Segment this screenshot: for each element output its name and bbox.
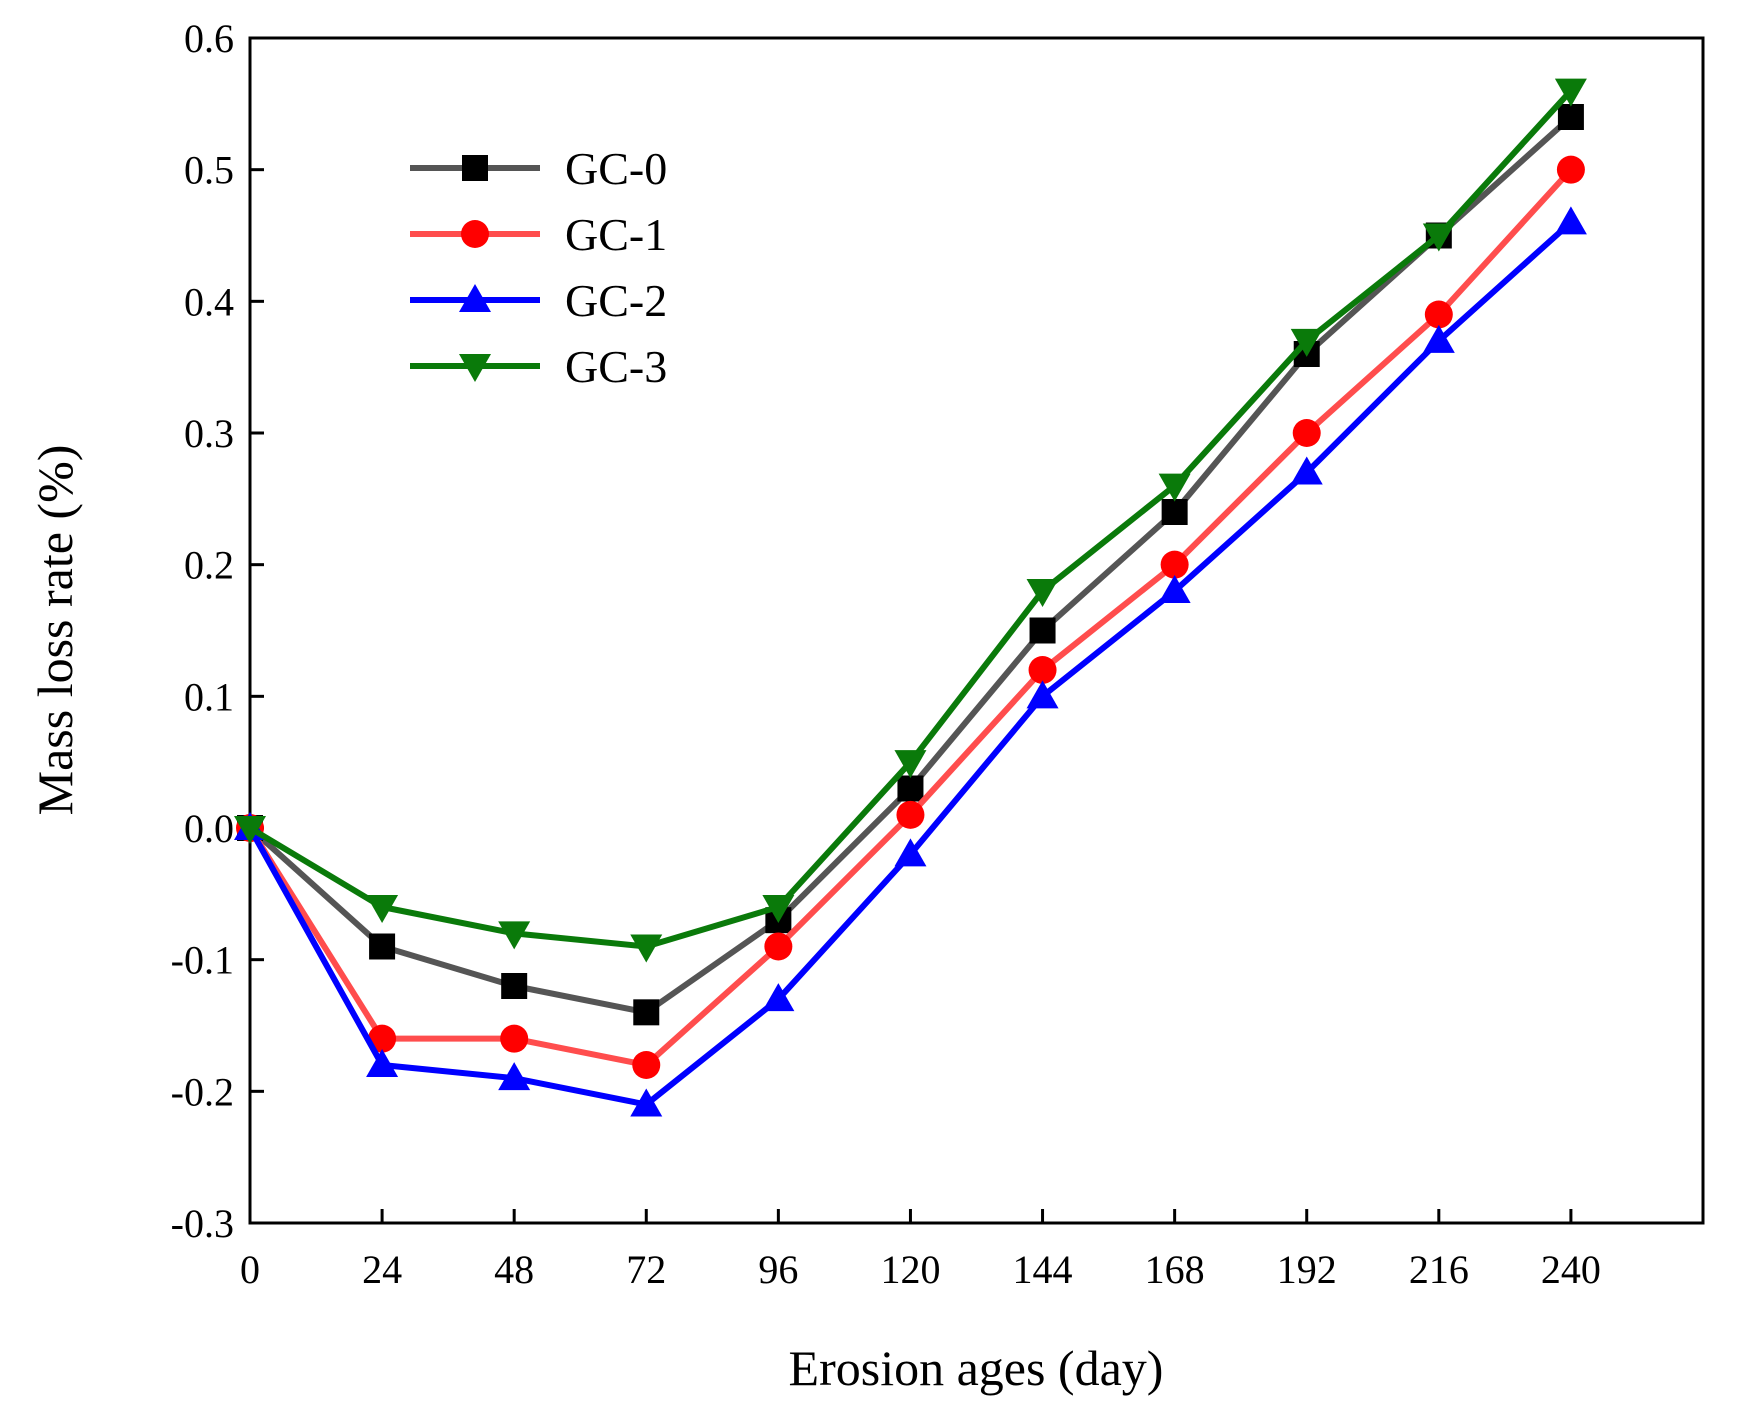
data-point xyxy=(366,1049,399,1077)
data-point xyxy=(1026,680,1059,709)
y-tick-label: 0.5 xyxy=(184,148,234,193)
data-point xyxy=(1161,499,1188,525)
data-point xyxy=(897,775,924,802)
data-point xyxy=(1029,617,1056,644)
series-gc-3 xyxy=(234,78,1587,963)
data-point xyxy=(234,816,266,844)
data-point xyxy=(1556,155,1585,184)
legend: GC-0 GC-1 GC-2 GC-3 xyxy=(410,143,667,392)
series-layer xyxy=(234,78,1587,1117)
y-tick-label: 0.0 xyxy=(184,806,234,851)
data-point xyxy=(1557,104,1584,130)
x-tick-label: 96 xyxy=(758,1247,798,1292)
y-tick-label: 0.4 xyxy=(184,279,234,324)
data-point xyxy=(1422,223,1455,252)
legend-label: GC-2 xyxy=(565,275,667,326)
data-point xyxy=(896,800,925,829)
y-tick-label: 0.1 xyxy=(184,674,234,719)
legend-item: GC-1 xyxy=(410,209,667,260)
data-point xyxy=(894,750,927,779)
x-tick-label: 0 xyxy=(240,1247,260,1292)
legend-item: GC-3 xyxy=(410,341,667,392)
legend-label: GC-1 xyxy=(565,209,667,260)
data-point xyxy=(500,1024,529,1053)
legend-item: GC-0 xyxy=(410,143,667,194)
data-point xyxy=(1290,328,1323,357)
series-gc-2 xyxy=(234,206,1587,1117)
y-tick-label: -0.2 xyxy=(171,1069,234,1114)
data-point xyxy=(762,983,795,1012)
x-axis-title: Erosion ages (day) xyxy=(789,1340,1164,1396)
x-tick-label: 192 xyxy=(1277,1247,1337,1292)
data-point xyxy=(1160,550,1189,579)
data-point xyxy=(1158,575,1191,603)
data-point xyxy=(633,999,660,1026)
data-point xyxy=(1026,579,1059,607)
y-axis-title: Mass loss rate (%) xyxy=(27,445,83,816)
data-point xyxy=(498,1062,531,1091)
data-point xyxy=(1422,324,1455,353)
legend-label: GC-3 xyxy=(565,341,667,392)
data-point xyxy=(632,1051,661,1079)
data-point xyxy=(366,895,399,923)
series-line xyxy=(247,220,1573,1108)
x-tick-label: 144 xyxy=(1013,1247,1073,1292)
data-point xyxy=(1424,300,1453,329)
y-tick-label: 0.3 xyxy=(184,411,234,456)
x-tick-label: 168 xyxy=(1145,1247,1205,1292)
legend-marker xyxy=(459,284,491,312)
y-tick-label: 0.6 xyxy=(184,16,234,61)
legend-label: GC-0 xyxy=(565,143,667,194)
data-point xyxy=(1554,206,1587,235)
y-tick-label: -0.1 xyxy=(171,938,234,983)
legend-marker xyxy=(459,354,491,382)
legend-marker xyxy=(462,155,488,181)
data-point xyxy=(630,934,663,963)
data-point xyxy=(1292,419,1321,447)
series-line xyxy=(247,114,1573,1016)
legend-item: GC-2 xyxy=(410,275,667,326)
data-point xyxy=(762,895,795,923)
series-gc-1 xyxy=(236,155,1585,1079)
data-point xyxy=(368,1024,397,1053)
legend-marker xyxy=(461,220,489,248)
data-point xyxy=(764,932,793,961)
data-point xyxy=(1554,78,1587,107)
x-axis-ticks: 0 24 48 72 96 120 144 168 192 216 240 xyxy=(240,1209,1601,1292)
x-tick-label: 120 xyxy=(880,1247,940,1292)
data-point xyxy=(498,921,531,950)
x-tick-label: 72 xyxy=(626,1247,666,1292)
x-tick-label: 240 xyxy=(1541,1247,1601,1292)
x-tick-label: 24 xyxy=(362,1247,402,1292)
plot-frame xyxy=(248,36,1705,1225)
data-point xyxy=(369,933,396,960)
data-point xyxy=(1158,473,1191,502)
y-axis-ticks: -0.3 -0.2 -0.1 0.0 0.1 0.2 0.3 0.4 0.5 0.6 xyxy=(171,16,264,1246)
x-tick-label: 216 xyxy=(1409,1247,1469,1292)
data-point xyxy=(501,973,528,999)
data-point xyxy=(1028,656,1057,684)
data-point xyxy=(630,1088,663,1117)
data-point xyxy=(1290,456,1323,485)
x-tick-label: 48 xyxy=(494,1247,534,1292)
series-line xyxy=(247,167,1574,1068)
y-tick-label: -0.3 xyxy=(171,1201,234,1246)
y-tick-label: 0.2 xyxy=(184,543,234,588)
series-gc-0 xyxy=(237,104,1584,1026)
data-point xyxy=(894,838,927,867)
